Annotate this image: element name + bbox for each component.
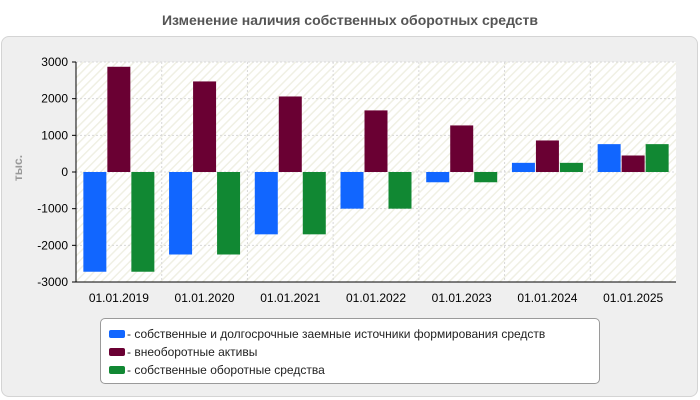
bar-series-3: [131, 172, 155, 272]
bar-series-1: [426, 172, 450, 183]
x-tick-label: 01.01.2023: [432, 291, 492, 305]
legend-swatch-blue: [109, 330, 125, 338]
y-tick-label: -3000: [37, 275, 68, 289]
x-tick-label: 01.01.2021: [260, 291, 320, 305]
legend-label: внеоборотные активы: [127, 345, 257, 359]
bar-series-2: [450, 125, 474, 172]
y-tick-label: 3000: [41, 55, 68, 69]
bar-series-1: [254, 172, 278, 235]
x-tick-label: 01.01.2019: [89, 291, 149, 305]
bar-series-3: [474, 172, 498, 183]
legend-item: собственные оборотные средства: [109, 361, 599, 379]
y-tick-labels: 3000 2000 1000 0 -1000 -2000 -3000: [37, 55, 76, 289]
legend: собственные и долгосрочные заемные источ…: [100, 318, 600, 384]
x-tick-label: 01.01.2020: [175, 291, 235, 305]
bar-series-1: [597, 144, 621, 172]
bar-series-3: [217, 172, 241, 255]
bar-series-2: [621, 155, 645, 172]
legend-swatch-green: [109, 366, 125, 374]
legend-label: собственные и долгосрочные заемные источ…: [127, 327, 545, 341]
bar-series-3: [388, 172, 412, 209]
x-tick-label: 01.01.2024: [517, 291, 577, 305]
x-tick-label: 01.01.2025: [603, 291, 663, 305]
bar-series-2: [107, 66, 131, 172]
chart-title: Изменение наличия собственных оборотных …: [161, 12, 539, 28]
y-tick-label: -1000: [37, 202, 68, 216]
legend-item: собственные и долгосрочные заемные источ…: [109, 325, 599, 343]
bar-series-1: [340, 172, 364, 209]
y-tick-label: -2000: [37, 238, 68, 252]
bar-series-2: [193, 81, 217, 172]
legend-item: внеоборотные активы: [109, 343, 599, 361]
y-tick-label: 1000: [41, 128, 68, 142]
bar-series-1: [83, 172, 107, 272]
y-tick-label: 0: [61, 165, 68, 179]
bar-series-2: [364, 110, 388, 172]
bar-series-3: [559, 162, 583, 172]
y-tick-label: 2000: [41, 92, 68, 106]
bar-series-3: [645, 144, 669, 172]
y-axis-label: тыс.: [11, 155, 25, 181]
bar-series-3: [302, 172, 326, 235]
bar-series-1: [169, 172, 193, 255]
bar-series-2: [535, 140, 559, 172]
legend-swatch-maroon: [109, 348, 125, 356]
x-tick-labels: 01.01.2019 01.01.2020 01.01.2021 01.01.2022…: [89, 291, 664, 305]
bars-group: [83, 66, 669, 272]
x-tick-label: 01.01.2022: [346, 291, 406, 305]
bar-series-1: [511, 162, 535, 172]
legend-label: собственные оборотные средства: [127, 363, 324, 377]
bar-series-2: [278, 96, 302, 172]
